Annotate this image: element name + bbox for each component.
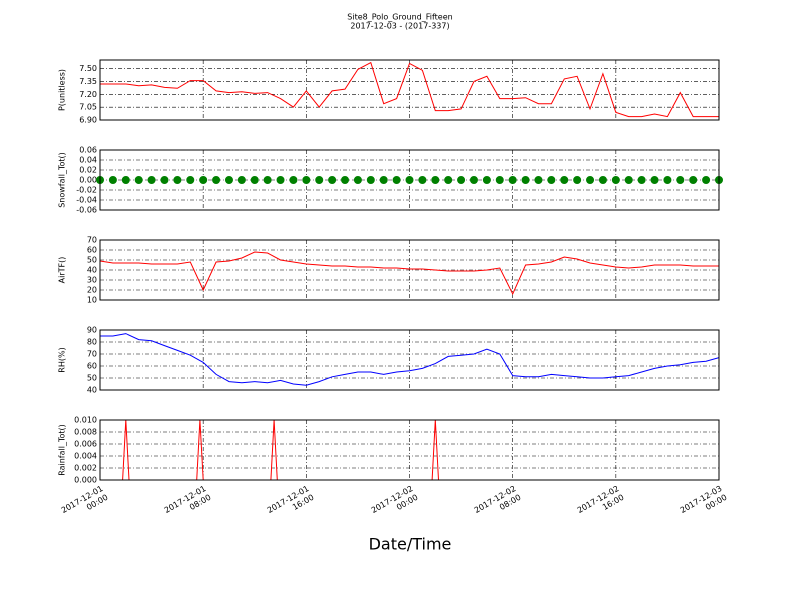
panel-frame (99, 239, 720, 301)
data-point (560, 176, 569, 184)
panel-frame (99, 329, 720, 391)
y-tick-label: 50 (87, 256, 97, 265)
data-point (431, 176, 440, 184)
data-point (444, 176, 453, 184)
y-tick-label: 70 (87, 236, 97, 245)
y-tick-label: 0.04 (79, 156, 97, 165)
y-tick-label: 0.06 (79, 146, 97, 155)
y-tick-label: 40 (87, 386, 97, 395)
y-tick-label: 90 (87, 326, 97, 335)
y-tick-label: 0.010 (74, 416, 97, 425)
y-axis-label: P(unitless) (58, 69, 67, 111)
panel-frame (99, 149, 720, 211)
data-point (237, 176, 246, 184)
data-point (341, 176, 350, 184)
panel-frame (99, 419, 720, 481)
y-tick-label: 0.002 (74, 464, 97, 473)
y-tick-label: 6.90 (79, 116, 97, 125)
y-tick-label: 0.000 (74, 476, 97, 485)
data-point (676, 176, 685, 184)
data-point (315, 176, 324, 184)
y-tick-label: 50 (87, 374, 97, 383)
chart-title: Site8_Polo_Ground_Fifteen (347, 13, 452, 22)
data-point (457, 176, 466, 184)
data-point (469, 176, 478, 184)
y-tick-label: 7.05 (79, 103, 97, 112)
data-line (100, 333, 720, 386)
data-point (108, 176, 117, 184)
y-tick-label: 80 (87, 338, 97, 347)
y-tick-label: 0.008 (74, 428, 97, 437)
data-point (495, 176, 504, 184)
y-axis-label: Rainfall_Tot() (58, 424, 67, 476)
data-point (624, 176, 633, 184)
data-point (702, 176, 711, 184)
data-point (134, 176, 143, 184)
data-point (573, 176, 582, 184)
data-point (121, 176, 130, 184)
x-axis-label: Date/Time (369, 535, 452, 554)
chart-subtitle: 2017-12-03 - (2017-337) (350, 22, 449, 31)
data-point (147, 176, 156, 184)
y-tick-label: 0.006 (74, 440, 97, 449)
y-tick-label: 60 (87, 246, 97, 255)
data-point (534, 176, 543, 184)
data-point (263, 176, 272, 184)
data-point (598, 176, 607, 184)
y-tick-label: 30 (87, 276, 97, 285)
data-point (482, 176, 491, 184)
data-point (186, 176, 195, 184)
y-tick-label: 40 (87, 266, 97, 275)
y-tick-label: 60 (87, 362, 97, 371)
y-tick-label: 70 (87, 350, 97, 359)
y-tick-label: -0.06 (76, 206, 97, 215)
data-point (547, 176, 556, 184)
data-point (289, 176, 298, 184)
data-line (99, 251, 719, 296)
data-point (160, 176, 169, 184)
y-tick-label: 7.35 (79, 77, 97, 86)
data-point (302, 176, 311, 184)
data-point (637, 176, 646, 184)
data-point (663, 176, 672, 184)
data-point (250, 176, 259, 184)
data-point (328, 176, 337, 184)
y-tick-label: -0.04 (76, 196, 97, 205)
y-axis-label: Snowfall_Tot() (58, 152, 67, 208)
data-line (100, 61, 719, 118)
data-point (212, 176, 221, 184)
y-tick-label: 10 (87, 296, 97, 305)
data-point (392, 176, 401, 184)
data-point (276, 176, 285, 184)
data-point (508, 176, 517, 184)
y-tick-label: 7.20 (79, 90, 97, 99)
y-tick-label: 7.50 (79, 64, 97, 73)
y-tick-label: -0.02 (76, 186, 97, 195)
y-axis-label: RH(%) (58, 347, 67, 372)
data-point (611, 176, 620, 184)
data-point (689, 176, 698, 184)
data-point (405, 176, 414, 184)
data-point (586, 176, 595, 184)
data-point (650, 176, 659, 184)
y-axis-label: AirTF() (58, 257, 67, 284)
data-point (353, 176, 362, 184)
y-tick-label: 0.00 (79, 176, 97, 185)
data-point (366, 176, 375, 184)
data-point (199, 176, 208, 184)
y-tick-label: 0.004 (74, 452, 97, 461)
data-point (224, 176, 233, 184)
y-tick-label: 0.02 (79, 166, 97, 175)
data-point (173, 176, 182, 184)
y-tick-label: 20 (87, 286, 97, 295)
data-point (418, 176, 427, 184)
panel-frame (99, 59, 720, 121)
data-point (521, 176, 530, 184)
data-point (379, 176, 388, 184)
